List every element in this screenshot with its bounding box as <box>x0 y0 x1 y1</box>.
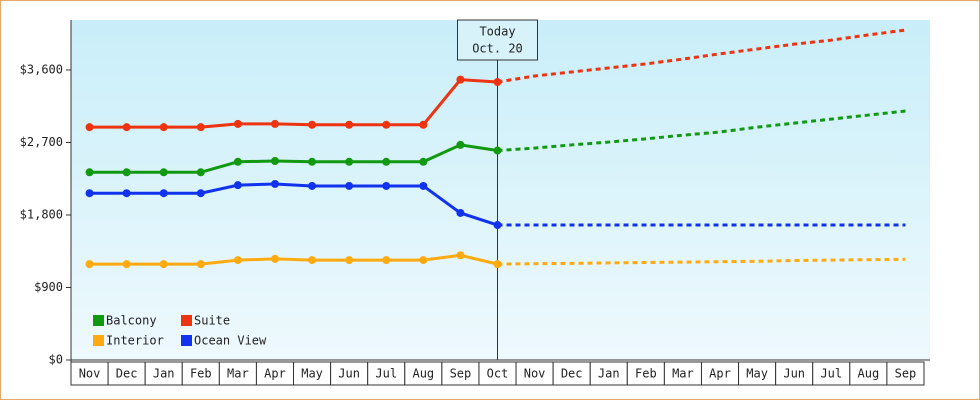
annotation-date: Oct. 20 <box>472 42 523 56</box>
point <box>493 221 502 230</box>
point <box>419 157 428 166</box>
point <box>493 260 502 269</box>
y-tick-label: $2,700 <box>20 135 63 149</box>
series-line <box>89 78 498 129</box>
legend-swatch <box>93 335 104 346</box>
point <box>419 256 428 265</box>
legend-label: Interior <box>106 334 164 348</box>
x-tick-label: Jul <box>820 367 842 381</box>
point <box>270 156 279 165</box>
point <box>308 181 317 190</box>
point <box>345 181 354 190</box>
y-tick-label: $1,800 <box>20 207 63 221</box>
point <box>122 189 131 198</box>
x-tick-label: Aug <box>858 367 880 381</box>
legend-label: Ocean View <box>194 334 267 348</box>
point <box>493 78 502 87</box>
x-tick-label: May <box>301 367 323 381</box>
point <box>345 120 354 129</box>
legend-swatch <box>181 315 192 326</box>
x-tick-label: Apr <box>709 367 731 381</box>
annotation-title: Today <box>479 25 515 39</box>
legend-label: Suite <box>194 314 230 328</box>
point <box>419 120 428 129</box>
point <box>382 181 391 190</box>
point <box>493 146 502 155</box>
point <box>345 256 354 265</box>
point <box>85 168 94 177</box>
point <box>159 123 168 132</box>
x-tick-label: Dec <box>116 367 138 381</box>
point <box>196 123 205 132</box>
point <box>122 168 131 177</box>
point <box>122 260 131 269</box>
point <box>456 75 465 84</box>
point <box>456 208 465 217</box>
series-line <box>89 182 498 227</box>
x-tick-label: Aug <box>412 367 434 381</box>
point <box>382 157 391 166</box>
forecast-line <box>497 28 906 84</box>
legend-swatch <box>181 335 192 346</box>
x-tick-label: Nov <box>79 367 101 381</box>
series-line <box>89 253 498 266</box>
series-line <box>89 143 498 174</box>
y-tick-label: $3,600 <box>20 62 63 76</box>
point <box>196 168 205 177</box>
point <box>159 168 168 177</box>
x-tick-label: Jun <box>783 367 805 381</box>
point <box>85 123 94 132</box>
point <box>122 123 131 132</box>
legend-swatch <box>93 315 104 326</box>
point <box>233 181 242 190</box>
point <box>85 260 94 269</box>
point <box>196 260 205 269</box>
point <box>382 120 391 129</box>
x-tick-label: Jul <box>375 367 397 381</box>
point <box>233 119 242 128</box>
point <box>345 157 354 166</box>
point <box>270 254 279 263</box>
point <box>308 157 317 166</box>
y-tick-label: $0 <box>49 353 63 367</box>
x-category-box <box>886 361 925 386</box>
point <box>456 140 465 149</box>
x-tick-label: Jun <box>338 367 360 381</box>
forecast-line <box>497 257 906 266</box>
x-tick-label: Jan <box>153 367 175 381</box>
point <box>308 120 317 129</box>
point <box>196 189 205 198</box>
point <box>308 256 317 265</box>
x-tick-label: Apr <box>264 367 286 381</box>
point <box>270 179 279 188</box>
x-tick-label: Mar <box>227 367 249 381</box>
x-tick-label: Feb <box>635 367 657 381</box>
point <box>456 251 465 260</box>
point <box>159 189 168 198</box>
x-tick-label: May <box>746 367 768 381</box>
point <box>419 181 428 190</box>
x-tick-label: Nov <box>524 367 546 381</box>
x-tick-label: Dec <box>561 367 583 381</box>
x-tick-label: Jan <box>598 367 620 381</box>
x-tick-label: Sep <box>895 367 917 381</box>
x-tick-label: Oct <box>487 367 509 381</box>
legend-label: Balcony <box>106 314 157 328</box>
today-box <box>457 19 538 61</box>
y-tick-label: $900 <box>34 280 63 294</box>
point <box>159 260 168 269</box>
x-tick-label: Sep <box>450 367 472 381</box>
point <box>233 256 242 265</box>
point <box>233 157 242 166</box>
point <box>85 189 94 198</box>
x-tick-label: Mar <box>672 367 694 381</box>
x-tick-label: Feb <box>190 367 212 381</box>
point <box>382 256 391 265</box>
point <box>270 119 279 128</box>
